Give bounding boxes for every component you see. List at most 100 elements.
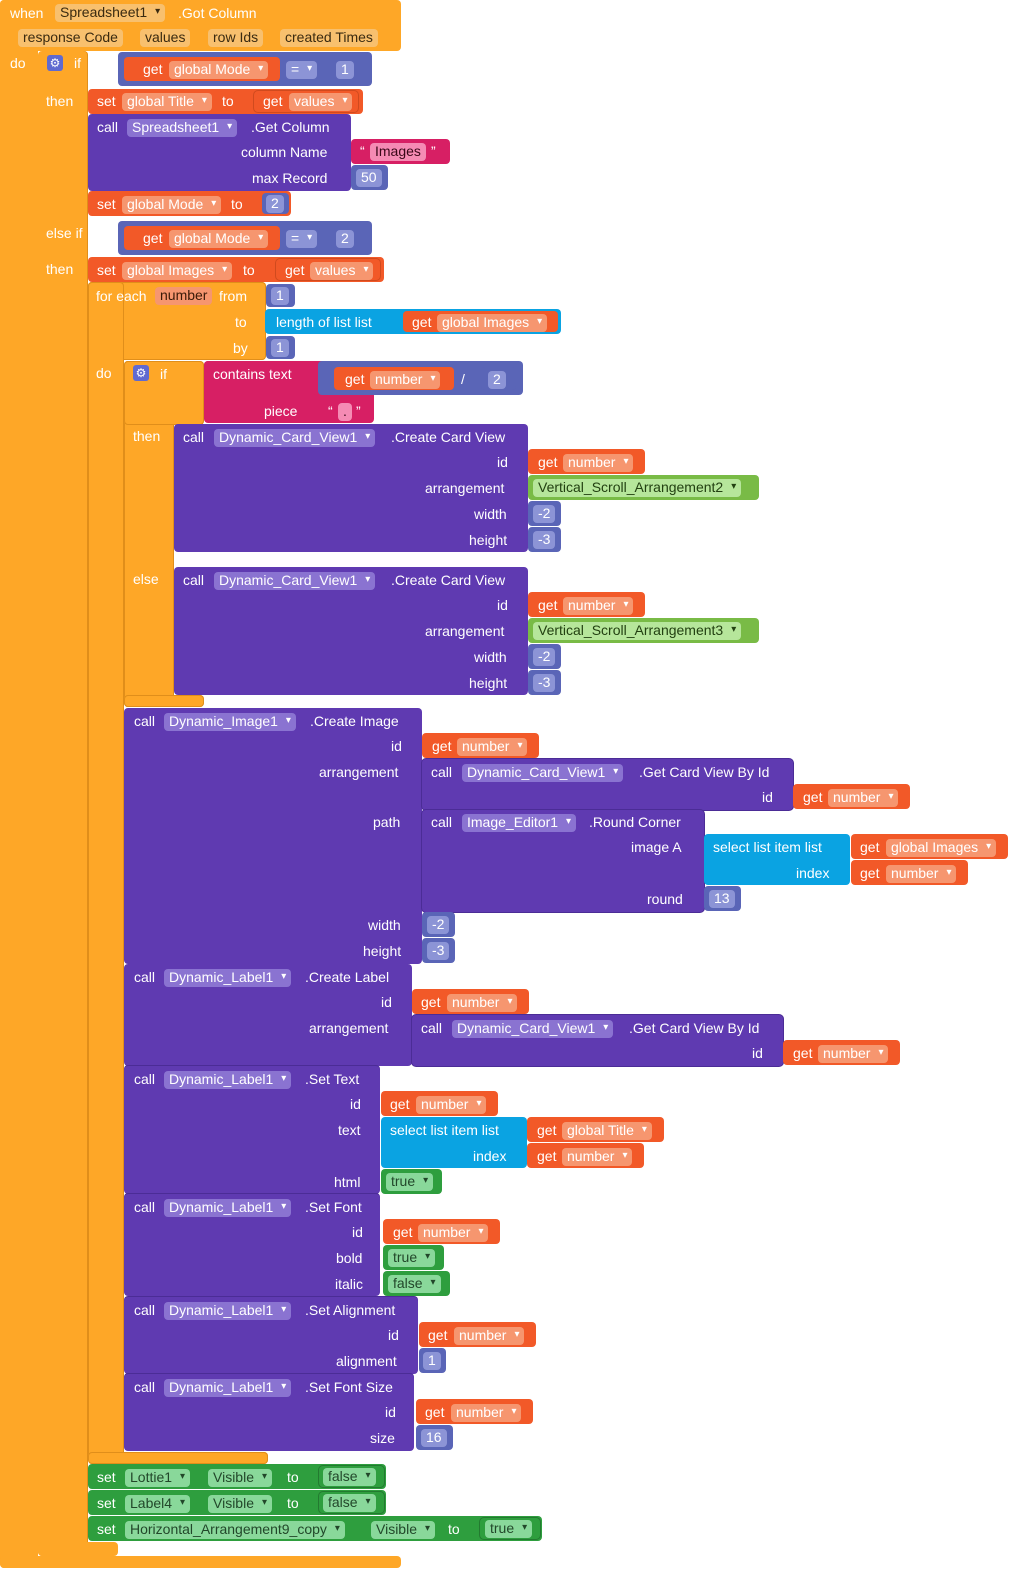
number-dropdown-index-2[interactable]: number bbox=[562, 1148, 633, 1166]
param-row-ids[interactable]: row Ids bbox=[208, 29, 264, 47]
global-images-dropdown[interactable]: global Images bbox=[122, 262, 233, 280]
if-block-spine[interactable] bbox=[38, 51, 88, 1556]
id-param: id bbox=[381, 994, 392, 1010]
label-dropdown-setalign[interactable]: Dynamic_Label1 bbox=[164, 1302, 292, 1320]
global-images-dropdown-2[interactable]: global Images bbox=[886, 839, 997, 857]
values-dropdown-1[interactable]: values bbox=[289, 93, 353, 111]
number-dropdown-settext[interactable]: number bbox=[416, 1096, 487, 1114]
height-neg3-2[interactable]: -3 bbox=[533, 674, 556, 692]
equals-dropdown-1[interactable]: = bbox=[286, 61, 318, 79]
global-title-dropdown[interactable]: global Title bbox=[122, 93, 212, 111]
card-view-dropdown-4[interactable]: Dynamic_Card_View1 bbox=[452, 1020, 614, 1038]
select-list-item-block-2[interactable] bbox=[381, 1117, 527, 1168]
label4-false-dropdown[interactable]: false bbox=[323, 1494, 376, 1512]
equals-dropdown-2[interactable]: = bbox=[286, 230, 318, 248]
number-50[interactable]: 50 bbox=[356, 169, 382, 187]
param-values[interactable]: values bbox=[140, 29, 191, 47]
image-editor-dropdown[interactable]: Image_Editor1 bbox=[462, 814, 577, 832]
values-dropdown-2[interactable]: values bbox=[310, 262, 374, 280]
param-created-times[interactable]: created Times bbox=[280, 29, 378, 47]
vsa2-dropdown[interactable]: Vertical_Scroll_Arrangement2 bbox=[533, 479, 742, 497]
label4-dropdown[interactable]: Label4 bbox=[125, 1495, 191, 1513]
card-view-dropdown-2[interactable]: Dynamic_Card_View1 bbox=[214, 572, 376, 590]
index-label: index bbox=[796, 865, 830, 881]
number-dropdown-setsize[interactable]: number bbox=[451, 1404, 522, 1422]
height-neg3-image[interactable]: -3 bbox=[427, 942, 450, 960]
size-16[interactable]: 16 bbox=[421, 1429, 447, 1447]
global-mode-dropdown-2[interactable]: global Mode bbox=[169, 230, 269, 248]
label-dropdown-create[interactable]: Dynamic_Label1 bbox=[164, 969, 292, 987]
inner-mutator-gear-icon[interactable]: ⚙ bbox=[133, 365, 149, 381]
vsa3-dropdown[interactable]: Vertical_Scroll_Arrangement3 bbox=[533, 622, 742, 640]
dot-text-literal[interactable]: . bbox=[338, 403, 352, 421]
visible-dropdown-label4[interactable]: Visible bbox=[208, 1495, 272, 1513]
select-list-item-block-1[interactable] bbox=[704, 834, 850, 885]
spreadsheet-dropdown[interactable]: Spreadsheet1 bbox=[127, 119, 238, 137]
event-block-spine bbox=[0, 0, 38, 1568]
label-dropdown-setfont[interactable]: Dynamic_Label1 bbox=[164, 1199, 292, 1217]
create-image-method: .Create Image bbox=[310, 713, 399, 729]
width-neg2-2[interactable]: -2 bbox=[533, 648, 556, 666]
event-component-dropdown[interactable]: Spreadsheet1 bbox=[55, 4, 166, 22]
number-dropdown-div[interactable]: number bbox=[370, 371, 441, 389]
width-neg2-image[interactable]: -2 bbox=[427, 916, 450, 934]
html-true-dropdown[interactable]: true bbox=[386, 1173, 434, 1191]
card-view-dropdown-1[interactable]: Dynamic_Card_View1 bbox=[214, 429, 376, 447]
number-one-1[interactable]: 1 bbox=[336, 61, 354, 79]
number-dropdown-cardbyid-1[interactable]: number bbox=[828, 789, 899, 807]
number-dropdown-setalign[interactable]: number bbox=[454, 1327, 525, 1345]
visible-dropdown-lottie[interactable]: Visible bbox=[208, 1469, 272, 1487]
id-param: id bbox=[350, 1096, 361, 1112]
by-label: by bbox=[233, 340, 248, 356]
get-label: get bbox=[538, 454, 558, 470]
height-neg3-1[interactable]: -3 bbox=[533, 531, 556, 549]
italic-false-dropdown[interactable]: false bbox=[388, 1275, 441, 1293]
lottie-false-dropdown[interactable]: false bbox=[323, 1468, 376, 1486]
global-title-dropdown-get[interactable]: global Title bbox=[562, 1122, 652, 1140]
number-dropdown-label-create[interactable]: number bbox=[447, 994, 518, 1012]
visible-dropdown-harr[interactable]: Visible bbox=[371, 1521, 435, 1539]
bold-true-dropdown[interactable]: true bbox=[388, 1249, 436, 1267]
global-images-dropdown-1[interactable]: global Images bbox=[437, 314, 548, 332]
length-of-list-label: length of list list bbox=[276, 314, 372, 330]
harr-dropdown[interactable]: Horizontal_Arrangement9_copy bbox=[125, 1521, 345, 1539]
number-two-set[interactable]: 2 bbox=[266, 195, 284, 213]
number-dropdown-image[interactable]: number bbox=[457, 738, 528, 756]
max-record-param: max Record bbox=[252, 170, 328, 186]
images-text-literal[interactable]: Images bbox=[370, 143, 426, 161]
italic-param: italic bbox=[335, 1276, 364, 1292]
number-dropdown-card1[interactable]: number bbox=[563, 454, 634, 472]
global-mode-dropdown-set[interactable]: global Mode bbox=[122, 196, 222, 214]
get-label: get bbox=[860, 865, 880, 881]
alignment-one[interactable]: 1 bbox=[423, 1352, 441, 1370]
create-card-method-2: .Create Card View bbox=[391, 572, 506, 588]
width-neg2-1[interactable]: -2 bbox=[533, 505, 556, 523]
label-dropdown-setsize[interactable]: Dynamic_Label1 bbox=[164, 1379, 292, 1397]
global-mode-dropdown-1[interactable]: global Mode bbox=[169, 61, 269, 79]
by-one[interactable]: 1 bbox=[271, 339, 289, 357]
set-label: set bbox=[97, 1469, 116, 1485]
from-one[interactable]: 1 bbox=[271, 287, 289, 305]
image-dropdown[interactable]: Dynamic_Image1 bbox=[164, 713, 296, 731]
card-view-dropdown-3[interactable]: Dynamic_Card_View1 bbox=[462, 764, 624, 782]
number-dropdown-setfont[interactable]: number bbox=[418, 1224, 489, 1242]
column-name-param: column Name bbox=[241, 144, 328, 160]
create-image-block[interactable] bbox=[124, 708, 422, 964]
number-two-2[interactable]: 2 bbox=[336, 230, 354, 248]
round-13[interactable]: 13 bbox=[709, 890, 735, 908]
number-dropdown-cardbyid-2[interactable]: number bbox=[818, 1045, 889, 1063]
arrangement-param: arrangement bbox=[309, 1020, 389, 1036]
get-label: get bbox=[860, 839, 880, 855]
harr-true-dropdown[interactable]: true bbox=[485, 1520, 533, 1538]
label-dropdown-settext[interactable]: Dynamic_Label1 bbox=[164, 1071, 292, 1089]
divisor-two[interactable]: 2 bbox=[488, 371, 506, 389]
call-label: call bbox=[134, 1302, 156, 1318]
call-label: call bbox=[431, 814, 453, 830]
number-dropdown-card2[interactable]: number bbox=[563, 597, 634, 615]
lottie-dropdown[interactable]: Lottie1 bbox=[125, 1469, 191, 1487]
number-dropdown-index-1[interactable]: number bbox=[886, 865, 957, 883]
mutator-gear-icon[interactable]: ⚙ bbox=[47, 55, 63, 71]
param-response-code[interactable]: response Code bbox=[18, 29, 123, 47]
number-loop-var[interactable]: number bbox=[155, 287, 213, 305]
for-each-block-spine bbox=[88, 282, 124, 1462]
